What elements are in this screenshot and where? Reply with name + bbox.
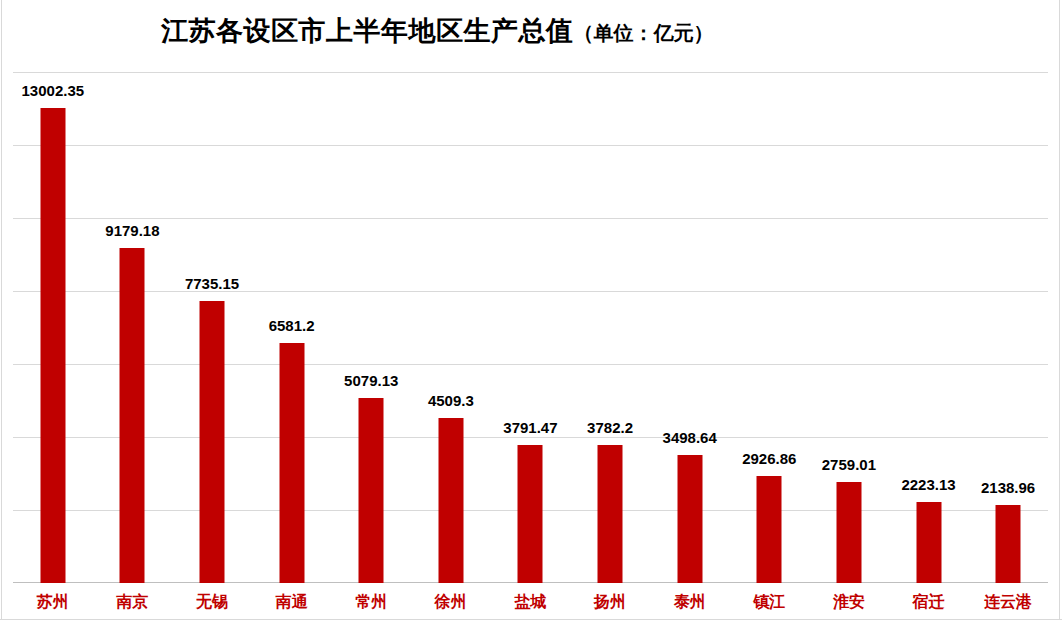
category-axis: 苏州南京无锡南通常州徐州盐城扬州泰州镇江淮安宿迁连云港 (13, 592, 1048, 612)
chart-title: 江苏各设区市上半年地区生产总值（单位：亿元） (161, 13, 714, 53)
category-cell: 7735.15 (172, 72, 252, 583)
category-label: 镇江 (729, 592, 809, 612)
category-cell: 3498.64 (650, 72, 730, 583)
category-label: 常州 (331, 592, 411, 612)
right-border-line (1059, 0, 1060, 620)
bar-value-label: 13002.35 (22, 83, 85, 98)
bar (996, 505, 1021, 583)
category-cell: 3791.47 (491, 72, 571, 583)
bar (279, 343, 304, 583)
category-label: 扬州 (570, 592, 650, 612)
bar-value-label: 2926.86 (742, 451, 796, 466)
category-label: 徐州 (411, 592, 491, 612)
category-cell: 2138.96 (968, 72, 1048, 583)
bar (40, 108, 65, 583)
bottom-border-line (0, 619, 1062, 620)
chart: 江苏各设区市上半年地区生产总值（单位：亿元） 13002.35 9179.18 77… (0, 0, 1062, 625)
bar (916, 502, 941, 583)
category-cell: 9179.18 (93, 72, 173, 583)
chart-title-unit: （单位：亿元） (574, 22, 714, 44)
bar-value-label: 2138.96 (981, 480, 1035, 495)
bar-value-label: 4509.3 (428, 393, 474, 408)
category-cell: 2926.86 (729, 72, 809, 583)
category-label: 盐城 (491, 592, 571, 612)
category-cell: 6581.2 (252, 72, 332, 583)
bar (677, 455, 702, 583)
category-label: 南通 (252, 592, 332, 612)
category-cell: 13002.35 (13, 72, 93, 583)
category-label: 宿迁 (889, 592, 969, 612)
bar-value-label: 6581.2 (269, 318, 315, 333)
plot-area: 13002.35 9179.18 7735.15 6581.2 5079.13 4509.… (13, 72, 1048, 583)
category-label: 苏州 (13, 592, 93, 612)
category-label: 淮安 (809, 592, 889, 612)
bar-value-label: 3791.47 (503, 420, 557, 435)
category-cell: 2759.01 (809, 72, 889, 583)
bar-value-label: 5079.13 (344, 373, 398, 388)
chart-title-main: 江苏各设区市上半年地区生产总值 (161, 16, 574, 46)
category-cell: 5079.13 (331, 72, 411, 583)
bar (200, 301, 225, 583)
category-label: 连云港 (968, 592, 1048, 612)
bar (836, 482, 861, 583)
bar (518, 445, 543, 583)
bar (359, 398, 384, 583)
bar (438, 418, 463, 583)
category-cell: 2223.13 (889, 72, 969, 583)
bar-value-label: 9179.18 (105, 223, 159, 238)
bar-value-label: 2759.01 (822, 457, 876, 472)
left-border-line (1, 0, 2, 620)
bar (120, 248, 145, 583)
category-cell: 3782.2 (570, 72, 650, 583)
bar (757, 476, 782, 583)
bar (598, 445, 623, 583)
category-label: 泰州 (650, 592, 730, 612)
bar-value-label: 7735.15 (185, 276, 239, 291)
category-label: 南京 (93, 592, 173, 612)
bars-row: 13002.35 9179.18 7735.15 6581.2 5079.13 4509.… (13, 72, 1048, 583)
category-label: 无锡 (172, 592, 252, 612)
bar-value-label: 3782.2 (587, 420, 633, 435)
category-cell: 4509.3 (411, 72, 491, 583)
bar-value-label: 2223.13 (901, 477, 955, 492)
bar-value-label: 3498.64 (663, 430, 717, 445)
